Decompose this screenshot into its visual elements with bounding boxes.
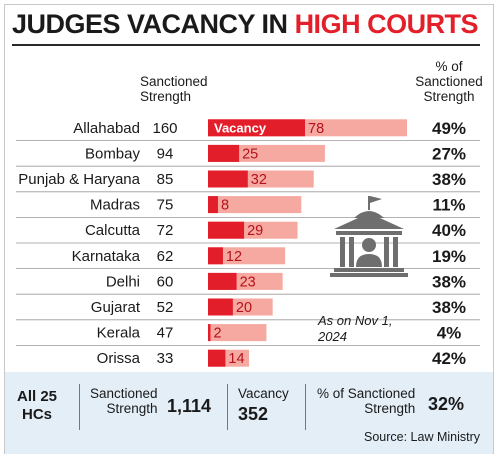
sanctioned-value-label: 62	[157, 248, 174, 265]
summary-all-hcs-label: All 25 HCs	[17, 388, 57, 424]
vacancy-value-label: 2	[214, 326, 222, 342]
note-line: 2024	[318, 329, 347, 344]
summary-panel: All 25 HCs Sanctioned Strength 1,114 Vac…	[5, 372, 493, 454]
summary-label-line: Strength	[106, 401, 158, 416]
court-label: Gujarat	[91, 299, 141, 316]
court-label: Madras	[90, 197, 140, 214]
sanctioned-value-label: 33	[157, 350, 174, 367]
summary-label-line: All 25	[17, 388, 58, 405]
title-part-red: HIGH COURTS	[294, 9, 479, 39]
vacancy-value-label: 29	[247, 223, 263, 239]
court-label: Orissa	[97, 350, 141, 367]
vacancy-bar	[208, 170, 248, 188]
sanctioned-strength-header: Sanctioned Strength	[140, 74, 210, 104]
vacancy-value-label: 25	[242, 146, 258, 162]
vacancy-value-label: 12	[226, 249, 242, 265]
court-label: Allahabad	[73, 120, 140, 137]
court-label: Karnataka	[72, 248, 141, 265]
header-line: Sanctioned	[140, 74, 208, 89]
source-note: Source: Law Ministry	[364, 430, 481, 444]
bar-chart: Allahabad 160 Vacancy 78 49% Bombay 94 25 27% Pun…	[16, 119, 480, 368]
pct-label: 11%	[432, 196, 465, 215]
court-label: Bombay	[85, 145, 141, 162]
summary-pct-label: % of Sanctioned Strength	[317, 386, 415, 416]
summary-pct-value: 32%	[428, 394, 465, 414]
summary-vacancy-value: 352	[238, 404, 269, 424]
title-rule	[12, 44, 480, 46]
vacancy-value-label: 78	[308, 121, 324, 137]
chart-title: JUDGES VACANCY IN HIGH COURTS	[12, 9, 479, 40]
labels: Allahabad 160 Vacancy 78 49% Bombay 94 25 27% Pun…	[18, 119, 466, 368]
sanctioned-value-label: 72	[157, 222, 174, 239]
vacancy-bar	[208, 349, 226, 367]
vacancy-value-label: 14	[228, 351, 244, 367]
vacancy-bar	[208, 144, 240, 162]
pct-label: 49%	[432, 119, 466, 138]
summary-label-line: HCs	[22, 406, 53, 423]
header-line: Sanctioned	[415, 74, 483, 89]
sanctioned-value-label: 47	[157, 325, 174, 342]
vacancy-bar	[208, 119, 306, 137]
sanctioned-bar	[208, 247, 286, 265]
summary-divider	[79, 384, 80, 430]
summary-label-line: Sanctioned	[90, 386, 158, 401]
pct-label: 19%	[432, 247, 466, 266]
sanctioned-value-label: 52	[157, 299, 174, 316]
pct-label: 42%	[432, 349, 466, 368]
vacancy-bar	[208, 324, 211, 342]
vacancy-value-label: 23	[240, 274, 256, 290]
header-line: Strength	[140, 89, 192, 104]
bars	[208, 119, 407, 367]
date-note: As on Nov 1, 2024	[318, 313, 392, 345]
vacancy-value-label: 32	[251, 172, 267, 188]
vacancy-bar	[208, 221, 245, 239]
header-line: % of	[435, 59, 463, 74]
pct-label: 38%	[432, 298, 466, 317]
summary-label-line: % of Sanctioned	[317, 386, 416, 401]
sanctioned-value-label: 94	[157, 145, 174, 162]
vacancy-inbar-label: Vacancy	[214, 120, 267, 135]
pct-header: % of Sanctioned Strength	[406, 59, 492, 104]
pct-label: 40%	[432, 221, 466, 240]
sanctioned-value-label: 60	[157, 273, 174, 290]
title-part-dark: JUDGES VACANCY IN	[12, 9, 295, 39]
vacancy-value-label: 20	[236, 300, 252, 316]
vacancy-bar	[208, 247, 223, 265]
pct-label: 27%	[432, 144, 466, 163]
summary-sanctioned-value: 1,114	[167, 396, 212, 416]
vacancy-bar	[208, 272, 237, 290]
summary-vacancy-label: Vacancy	[238, 386, 289, 401]
header-line: Strength	[423, 89, 475, 104]
sanctioned-value-label: 75	[157, 197, 174, 214]
pct-label: 38%	[432, 272, 466, 291]
sanctioned-bar	[208, 196, 302, 214]
pct-label: 38%	[432, 170, 466, 189]
sanctioned-bar	[208, 324, 267, 342]
summary-sanctioned-label: Sanctioned Strength	[90, 386, 158, 416]
court-building-icon	[330, 196, 408, 277]
court-label: Delhi	[106, 273, 140, 290]
summary-divider	[305, 384, 306, 430]
note-line: As on Nov 1,	[318, 313, 393, 328]
summary-divider	[227, 384, 228, 430]
vacancy-value-label: 8	[221, 198, 229, 214]
vacancy-bar	[208, 196, 218, 214]
summary-label-line: Strength	[364, 401, 416, 416]
sanctioned-value-label: 160	[152, 120, 177, 137]
court-label: Punjab & Haryana	[18, 171, 140, 188]
pct-label: 4%	[437, 324, 462, 343]
court-label: Calcutta	[85, 222, 141, 239]
vacancy-bar	[208, 298, 233, 316]
sanctioned-value-label: 85	[157, 171, 174, 188]
court-label: Kerala	[97, 325, 141, 342]
